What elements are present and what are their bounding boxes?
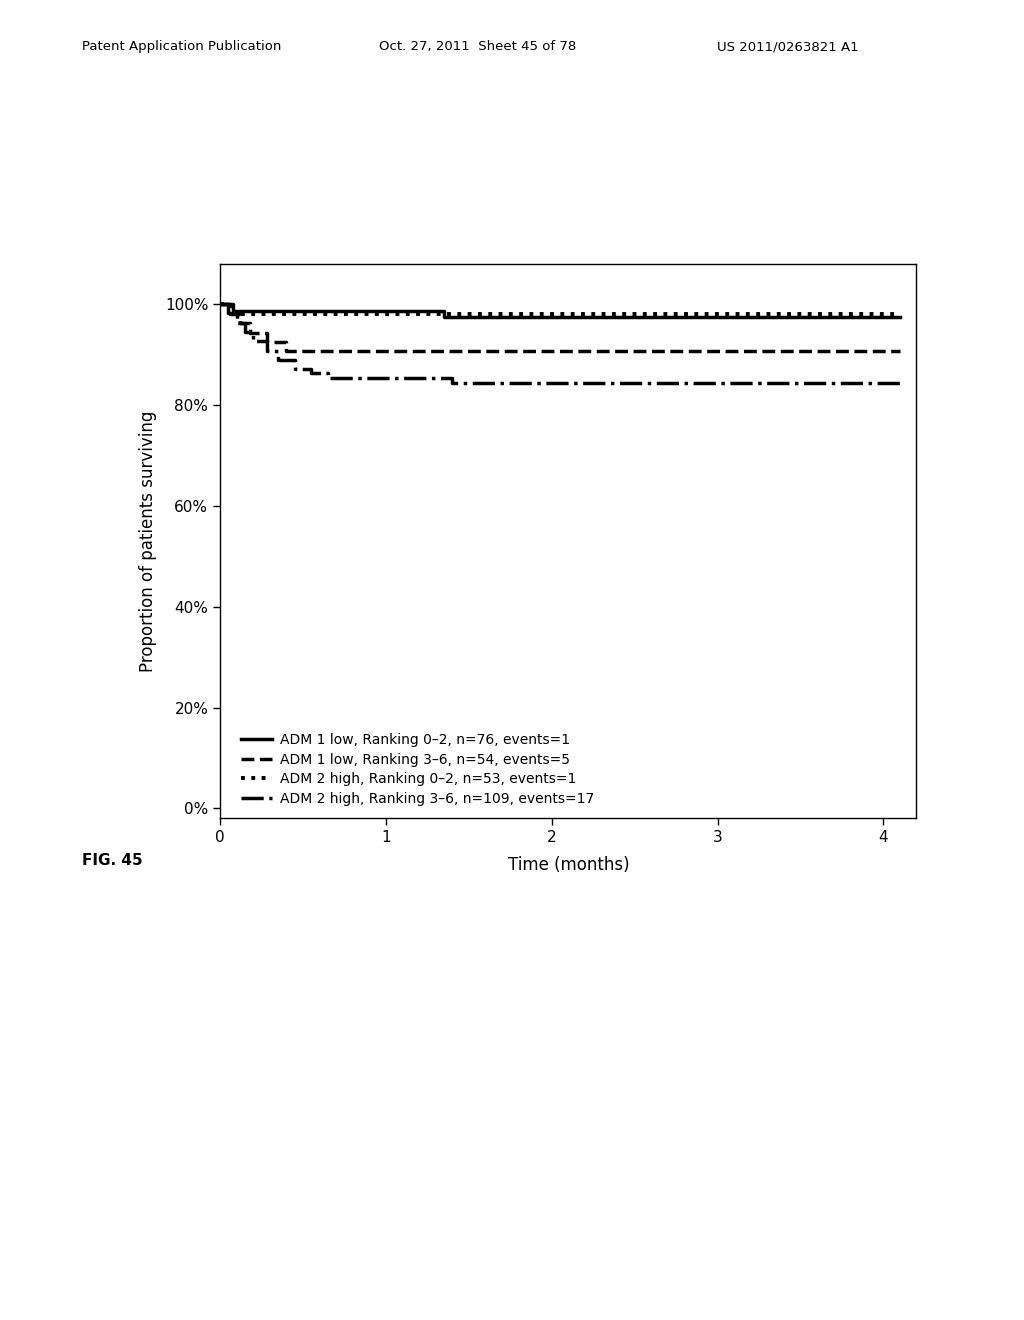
Text: Oct. 27, 2011  Sheet 45 of 78: Oct. 27, 2011 Sheet 45 of 78 xyxy=(379,40,577,53)
Text: US 2011/0263821 A1: US 2011/0263821 A1 xyxy=(717,40,858,53)
Legend: ADM 1 low, Ranking 0–2, n=76, events=1, ADM 1 low, Ranking 3–6, n=54, events=5, : ADM 1 low, Ranking 0–2, n=76, events=1, … xyxy=(241,733,594,807)
X-axis label: Time (months): Time (months) xyxy=(508,857,629,874)
Text: FIG. 45: FIG. 45 xyxy=(82,853,142,867)
Y-axis label: Proportion of patients surviving: Proportion of patients surviving xyxy=(138,411,157,672)
Text: Patent Application Publication: Patent Application Publication xyxy=(82,40,282,53)
